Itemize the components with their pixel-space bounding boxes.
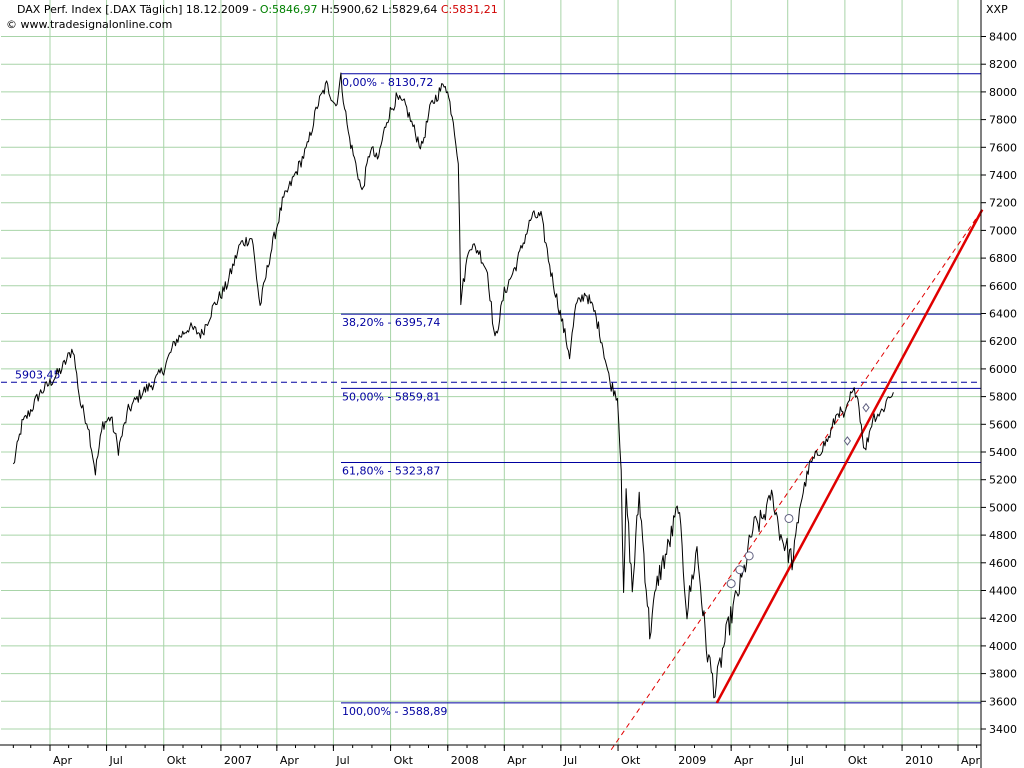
annotation-circle <box>784 513 794 523</box>
annotation-circle <box>744 551 754 561</box>
annotation-circle <box>726 579 736 589</box>
x-tick-label: Okt <box>167 754 187 767</box>
fib-level-label: 38,20% - 6395,74 <box>342 316 440 329</box>
x-tick-label: Apr <box>961 754 981 767</box>
y-tick-label: 7800 <box>989 114 1017 127</box>
y-tick-label: 3800 <box>989 668 1017 681</box>
header-low: L:5829,64 <box>382 3 437 16</box>
y-tick-label: 6800 <box>989 252 1017 265</box>
fib-level-label: 100,00% - 3588,89 <box>342 705 447 718</box>
y-tick-label: 6400 <box>989 308 1017 321</box>
y-tick-label: 3600 <box>989 695 1017 708</box>
x-tick-label: Jul <box>790 754 804 767</box>
x-tick-label: 2010 <box>905 754 933 767</box>
dashed-level-label: 5903,45 <box>15 368 61 381</box>
price-series <box>12 72 894 699</box>
trend-lines <box>610 209 984 751</box>
header-source: © www.tradesignalonline.com <box>6 18 172 31</box>
x-tick-label: Apr <box>507 754 527 767</box>
annotation-diamond <box>862 402 870 413</box>
header-close: C:5831,21 <box>441 3 498 16</box>
y-tick-label: 5400 <box>989 446 1017 459</box>
x-tick-label: Jul <box>109 754 123 767</box>
y-tick-label: 8000 <box>989 86 1017 99</box>
y-tick-label: 5000 <box>989 501 1017 514</box>
y-tick-label: 7600 <box>989 141 1017 154</box>
x-tick-label: Jul <box>563 754 577 767</box>
y-tick-label: 7400 <box>989 169 1017 182</box>
x-tick-label: Apr <box>734 754 754 767</box>
y-tick-label: 5200 <box>989 474 1017 487</box>
y-tick-label: 6200 <box>989 335 1017 348</box>
y-tick-label: 7200 <box>989 197 1017 210</box>
x-tick-label: Okt <box>621 754 641 767</box>
y-tick-label: 4000 <box>989 640 1017 653</box>
y-tick-label: 6000 <box>989 363 1017 376</box>
fib-level-label: 0,00% - 8130,72 <box>342 76 433 89</box>
x-tick-label: 2007 <box>224 754 252 767</box>
x-tick-label: Okt <box>848 754 868 767</box>
x-tick-label: Apr <box>53 754 73 767</box>
x-tick-label: Apr <box>280 754 300 767</box>
fib-level-label: 61,80% - 5323,87 <box>342 465 440 478</box>
exchange-label: XXP <box>986 3 1008 16</box>
y-tick-label: 4600 <box>989 557 1017 570</box>
y-tick-label: 4400 <box>989 585 1017 598</box>
annotation-markers <box>726 402 870 589</box>
annotation-diamond <box>843 436 851 446</box>
gridlines <box>1 0 981 745</box>
y-tick-label: 4800 <box>989 529 1017 542</box>
y-tick-label: 7000 <box>989 224 1017 237</box>
fib-level-label: 50,00% - 5859,81 <box>342 390 440 403</box>
y-tick-label: 5600 <box>989 418 1017 431</box>
y-tick-label: 6600 <box>989 280 1017 293</box>
header-line: DAX Perf. Index [.DAX Täglich] 18.12.200… <box>17 3 498 16</box>
x-tick-label: 2009 <box>678 754 706 767</box>
y-tick-label: 8400 <box>989 31 1017 44</box>
fibonacci-levels: 0,00% - 8130,72 38,20% - 6395,74 50,00% - … <box>1 73 981 718</box>
header-instrument: DAX Perf. Index [.DAX Täglich] 18.12.200… <box>17 3 260 16</box>
trend-line-dashed <box>610 209 983 751</box>
chart-header: DAX Perf. Index [.DAX Täglich] 18.12.200… <box>6 3 1008 31</box>
header-high: H:5900,62 <box>321 3 378 16</box>
header-open: O:5846,97 <box>260 3 318 16</box>
x-tick-label: Jul <box>335 754 349 767</box>
x-tick-label: Okt <box>394 754 414 767</box>
y-tick-label: 5800 <box>989 391 1017 404</box>
y-tick-label: 8200 <box>989 58 1017 71</box>
price-line <box>12 72 894 699</box>
y-tick-label: 3400 <box>989 723 1017 736</box>
annotation-circle <box>735 565 745 575</box>
y-tick-label: 4200 <box>989 612 1017 625</box>
x-tick-label: 2008 <box>451 754 479 767</box>
trend-line-solid <box>715 209 984 704</box>
